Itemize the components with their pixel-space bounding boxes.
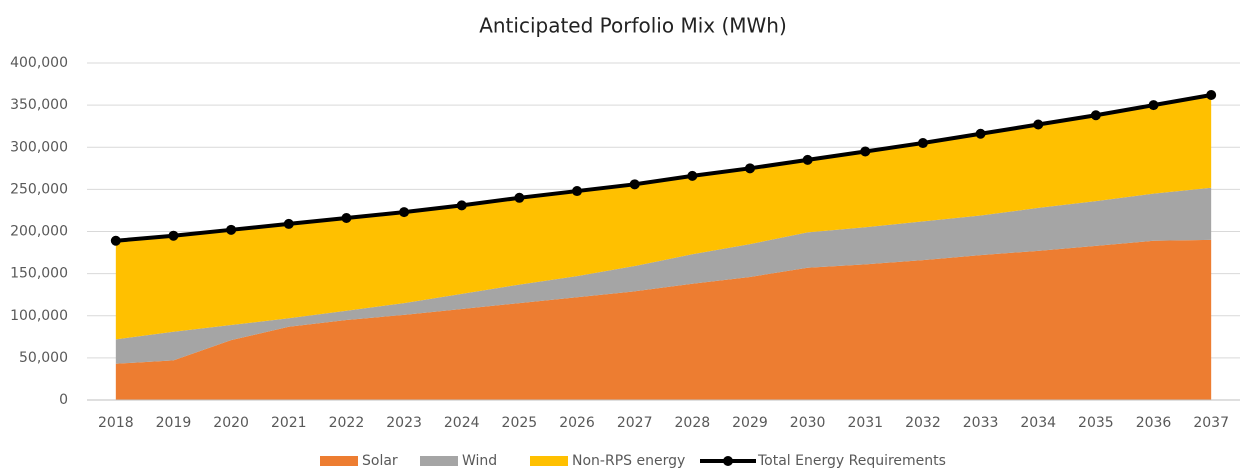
y-tick-label: 400,000 [10,55,68,71]
x-tick-label: 2033 [963,415,999,431]
y-tick-label: 50,000 [19,350,68,366]
legend-marker [723,456,733,466]
x-tick-label: 2028 [675,415,711,431]
area [115,95,1212,340]
marker [1033,119,1044,130]
y-tick-label: 0 [59,392,68,408]
marker [860,146,871,157]
marker [456,200,467,211]
marker [226,224,237,235]
marker [1090,110,1101,121]
x-tick-label: 2019 [156,415,192,431]
marker [802,154,813,165]
areas [115,95,1212,400]
marker [975,128,986,139]
y-tick-label: 250,000 [10,181,68,197]
marker [110,235,121,246]
marker [1148,100,1159,111]
x-tick-label: 2023 [386,415,422,431]
marker [283,218,294,229]
x-tick-label: 2025 [502,415,538,431]
marker [917,138,928,149]
x-tick-label: 2034 [1020,415,1056,431]
marker [168,230,179,241]
legend-swatch [420,456,458,466]
area [115,187,1212,364]
legend-label: Total Energy Requirements [757,453,946,469]
x-tick-label: 2032 [905,415,941,431]
x-tick-label: 2020 [213,415,249,431]
x-tick-label: 2022 [329,415,365,431]
x-tick-label: 2021 [271,415,307,431]
x-tick-label: 2037 [1193,415,1229,431]
x-tick-label: 2030 [790,415,826,431]
y-tick-label: 100,000 [10,308,68,324]
y-tick-label: 300,000 [10,139,68,155]
marker [687,170,698,181]
x-tick-label: 2026 [559,415,595,431]
y-tick-label: 150,000 [10,266,68,282]
lines [110,90,1217,246]
x-tick-label: 2031 [847,415,883,431]
y-tick-label: 350,000 [10,97,68,113]
marker [1206,90,1217,101]
x-tick-label: 2018 [98,415,134,431]
y-tick-label: 200,000 [10,224,68,240]
legend-label: Wind [462,453,497,469]
legend-label: Non-RPS energy [572,453,685,469]
marker [744,163,755,174]
x-tick-label: 2024 [444,415,480,431]
marker [572,186,583,197]
legend-swatch [530,456,568,466]
marker [341,213,352,224]
chart-title: Anticipated Porfolio Mix (MWh) [479,14,787,38]
x-tick-label: 2029 [732,415,768,431]
x-tick-label: 2027 [617,415,653,431]
legend: Solar Wind Non-RPS energy Total Energy Requ… [320,453,946,469]
line [115,93,1212,243]
marker [399,207,410,218]
x-tick-label: 2036 [1136,415,1172,431]
x-tick-label: 2035 [1078,415,1114,431]
marker [629,179,640,190]
axes: 2018 2019 2020 2021 2022 2023 2024 2025 2026 2027… [87,399,1240,431]
legend-swatch [320,456,358,466]
legend-label: Solar [362,453,398,469]
area [115,239,1212,400]
marker [514,192,525,203]
